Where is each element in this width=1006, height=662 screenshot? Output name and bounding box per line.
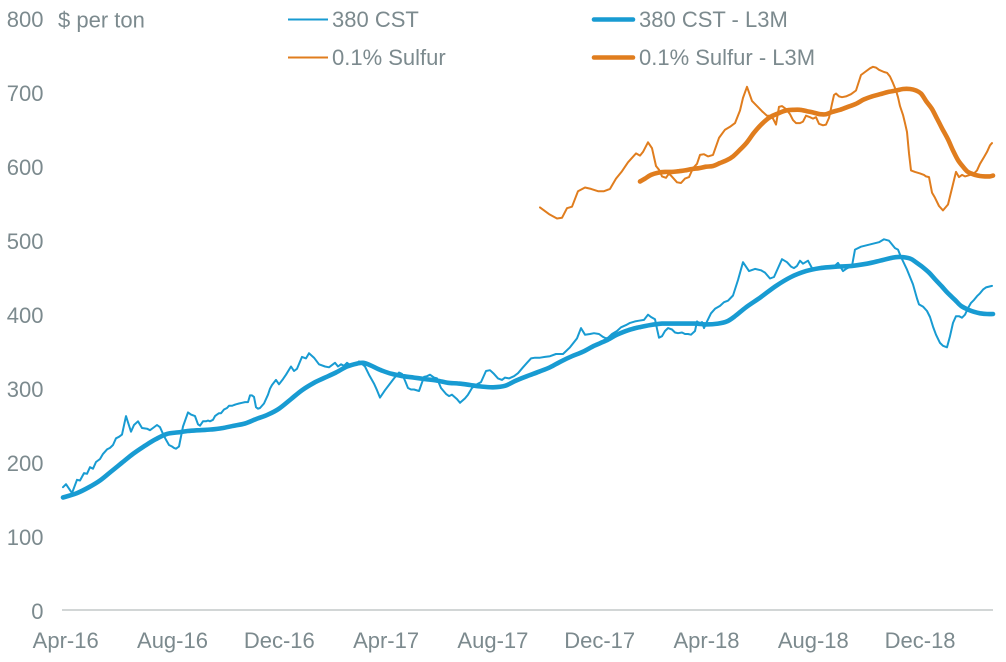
svg-text:400: 400 xyxy=(7,303,44,328)
svg-text:Dec-17: Dec-17 xyxy=(564,628,635,653)
svg-text:Dec-18: Dec-18 xyxy=(885,628,956,653)
svg-text:100: 100 xyxy=(7,525,44,550)
svg-text:700: 700 xyxy=(7,81,44,106)
svg-text:600: 600 xyxy=(7,155,44,180)
svg-text:$ per ton: $ per ton xyxy=(58,8,145,33)
svg-text:800: 800 xyxy=(7,7,44,32)
svg-text:300: 300 xyxy=(7,377,44,402)
svg-text:380 CST - L3M: 380 CST - L3M xyxy=(639,7,788,32)
svg-text:Apr-16: Apr-16 xyxy=(33,628,99,653)
svg-text:380 CST: 380 CST xyxy=(332,7,419,32)
svg-text:0.1% Sulfur - L3M: 0.1% Sulfur - L3M xyxy=(639,45,815,70)
svg-text:Aug-18: Aug-18 xyxy=(778,628,849,653)
svg-text:0: 0 xyxy=(31,599,43,624)
svg-text:Aug-17: Aug-17 xyxy=(457,628,528,653)
svg-text:500: 500 xyxy=(7,229,44,254)
svg-text:Dec-16: Dec-16 xyxy=(244,628,315,653)
svg-text:Aug-16: Aug-16 xyxy=(137,628,208,653)
svg-text:200: 200 xyxy=(7,451,44,476)
svg-text:Apr-18: Apr-18 xyxy=(673,628,739,653)
svg-text:0.1% Sulfur: 0.1% Sulfur xyxy=(332,45,446,70)
svg-text:Apr-17: Apr-17 xyxy=(353,628,419,653)
